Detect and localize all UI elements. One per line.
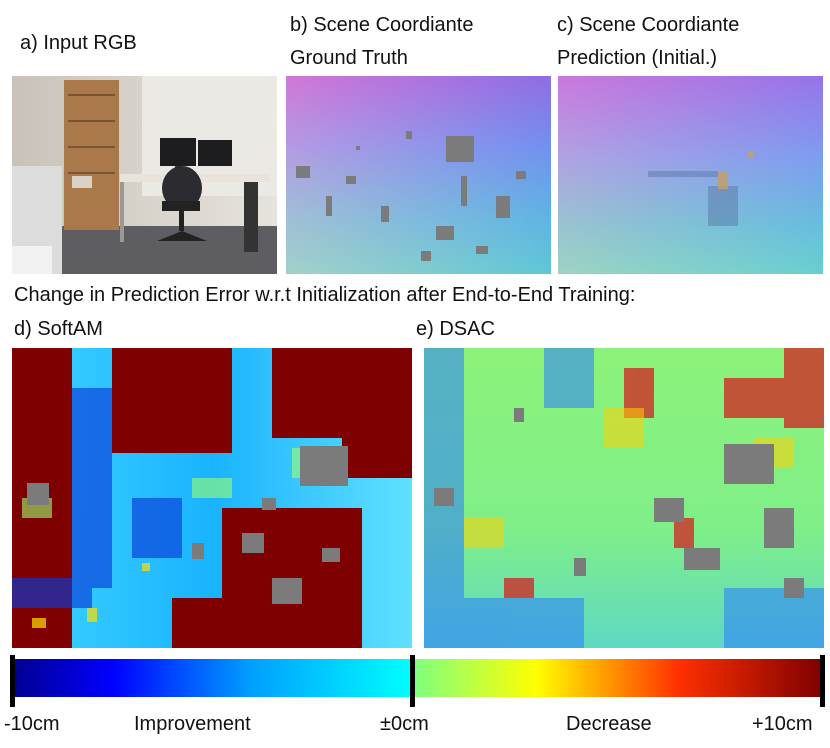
- colorbar-label-max: +10cm: [752, 713, 813, 735]
- colorbar-tick-min: [10, 655, 15, 707]
- colorbar-tick-max: [820, 655, 825, 707]
- colorbar-label-min: -10cm: [4, 713, 60, 735]
- panel-c-label-line2: Prediction (Initial.): [557, 47, 718, 69]
- input-rgb-image: [12, 76, 277, 274]
- colorbar-tick-zero: [410, 655, 415, 707]
- panel-a-label: a) Input RGB: [20, 32, 137, 54]
- scene-coordinate-ground-truth-image: [286, 76, 551, 274]
- panel-d-label: d) SoftAM: [14, 318, 103, 340]
- panel-e-label: e) DSAC: [416, 318, 495, 340]
- section-title: Change in Prediction Error w.r.t Initial…: [14, 284, 636, 306]
- colorbar-improvement-segment: [12, 659, 412, 697]
- softam-error-map: [12, 348, 412, 648]
- colorbar: [10, 655, 825, 707]
- colorbar-label-zero: ±0cm: [380, 713, 429, 735]
- colorbar-label-decrease: Decrease: [566, 713, 652, 735]
- colorbar-label-improvement: Improvement: [134, 713, 251, 735]
- panel-b-label-line1: b) Scene Coordiante: [290, 14, 474, 36]
- panel-b-label-line2: Ground Truth: [290, 47, 408, 69]
- dsac-error-map: [424, 348, 824, 648]
- colorbar-decrease-segment: [414, 659, 822, 697]
- panel-c-label-line1: c) Scene Coordiante: [557, 14, 740, 36]
- scene-coordinate-prediction-image: [558, 76, 823, 274]
